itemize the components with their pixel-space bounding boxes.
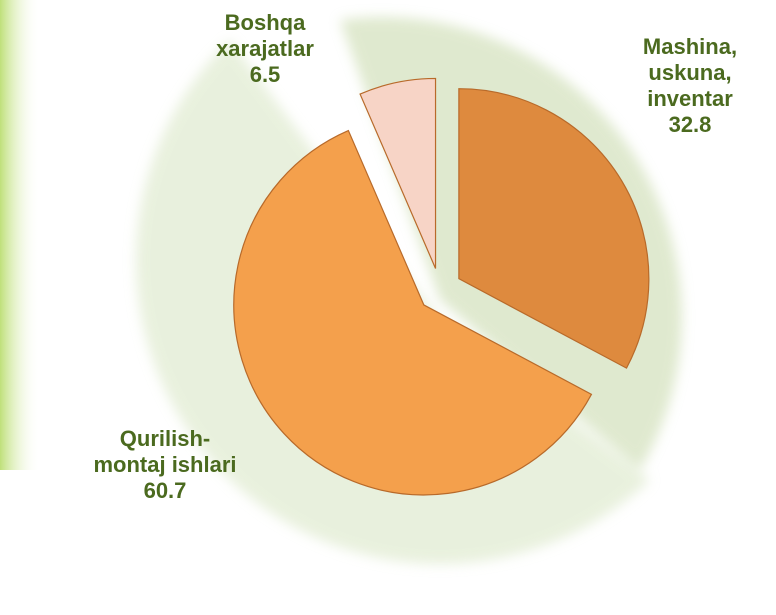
pie-slice	[458, 88, 650, 369]
category-name: Qurilish-montaj ishlari	[93, 426, 237, 477]
side-band	[0, 0, 40, 470]
pie-slice	[359, 77, 437, 269]
slice-label: Mashina, uskuna, inventar 32.8	[615, 34, 765, 138]
slice-label: Qurilish-montaj ishlari 60.7	[85, 426, 245, 504]
value-label: 60.7	[143, 478, 187, 503]
slice-label: Boshqa xarajatlar 6.5	[190, 10, 340, 88]
pie-slice	[233, 129, 593, 496]
category-name: Boshqa xarajatlar	[216, 10, 314, 61]
value-label: 32.8	[668, 112, 712, 137]
category-name: Mashina, uskuna, inventar	[642, 34, 738, 111]
value-label: 6.5	[249, 62, 281, 87]
